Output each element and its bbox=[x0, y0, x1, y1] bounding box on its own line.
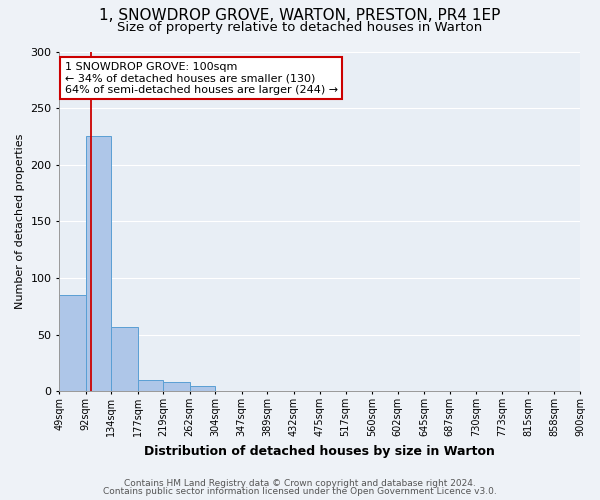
Bar bbox=[163, 382, 190, 391]
Text: Contains public sector information licensed under the Open Government Licence v3: Contains public sector information licen… bbox=[103, 488, 497, 496]
Text: 1, SNOWDROP GROVE, WARTON, PRESTON, PR4 1EP: 1, SNOWDROP GROVE, WARTON, PRESTON, PR4 … bbox=[100, 8, 500, 22]
Text: Contains HM Land Registry data © Crown copyright and database right 2024.: Contains HM Land Registry data © Crown c… bbox=[124, 478, 476, 488]
Bar bbox=[137, 380, 163, 391]
Text: 1 SNOWDROP GROVE: 100sqm
← 34% of detached houses are smaller (130)
64% of semi-: 1 SNOWDROP GROVE: 100sqm ← 34% of detach… bbox=[65, 62, 338, 95]
Bar bbox=[86, 136, 112, 391]
Bar bbox=[112, 326, 137, 391]
Bar bbox=[59, 295, 86, 391]
Y-axis label: Number of detached properties: Number of detached properties bbox=[15, 134, 25, 309]
Text: Size of property relative to detached houses in Warton: Size of property relative to detached ho… bbox=[118, 21, 482, 34]
Bar bbox=[190, 386, 215, 391]
X-axis label: Distribution of detached houses by size in Warton: Distribution of detached houses by size … bbox=[144, 444, 495, 458]
